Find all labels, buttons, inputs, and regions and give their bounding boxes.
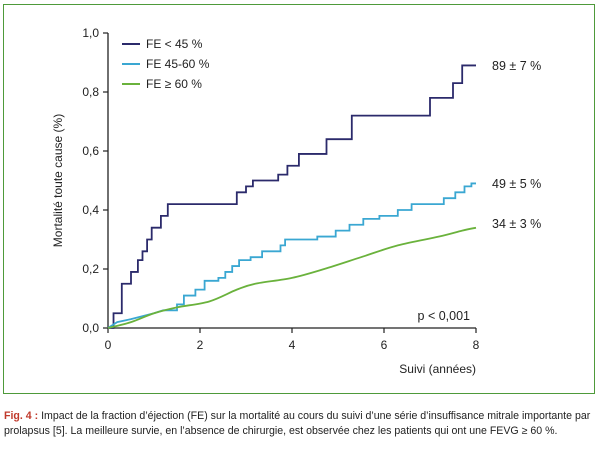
survival-chart: 0,0 0,2 0,4 0,6 0,8 1,0 0 2 4 6 8 Suivi (années) Mor…	[51, 26, 541, 376]
y-axis-label: Mortalité toute cause (%)	[51, 114, 65, 247]
series-line	[107, 226, 477, 329]
y-tick-label: 0,8	[82, 85, 99, 99]
figure-caption: Fig. 4 : Impact de la fraction d’éjectio…	[4, 409, 594, 438]
y-tick-label: 0,2	[82, 262, 99, 276]
series-end-label: 89 ± 7 %	[492, 59, 541, 73]
y-tick-label: 0,6	[82, 144, 99, 158]
y-tick-label: 0,0	[82, 321, 99, 335]
series-end-label: 34 ± 3 %	[492, 217, 541, 231]
legend-label: FE < 45 %	[146, 37, 203, 51]
x-tick-label: 4	[289, 338, 296, 352]
y-tick-label: 1,0	[82, 26, 99, 40]
caption-text: Impact de la fraction d’éjection (FE) su…	[4, 410, 591, 437]
figure-frame: 0,0 0,2 0,4 0,6 0,8 1,0 0 2 4 6 8 Suivi (années) Mor…	[3, 4, 595, 394]
x-tick-label: 2	[197, 338, 204, 352]
x-tick-label: 8	[473, 338, 480, 352]
series-line	[108, 64, 476, 329]
p-value-annotation: p < 0,001	[418, 309, 471, 323]
x-tick-label: 0	[105, 338, 112, 352]
legend-label: FE ≥ 60 %	[146, 77, 202, 91]
figure-number: Fig. 4 :	[4, 410, 39, 422]
x-tick-label: 6	[381, 338, 388, 352]
x-axis-label: Suivi (années)	[399, 362, 476, 376]
series-end-label: 49 ± 5 %	[492, 177, 541, 191]
series-line	[107, 182, 476, 329]
y-tick-label: 0,4	[82, 203, 99, 217]
legend-label: FE 45-60 %	[146, 57, 210, 71]
